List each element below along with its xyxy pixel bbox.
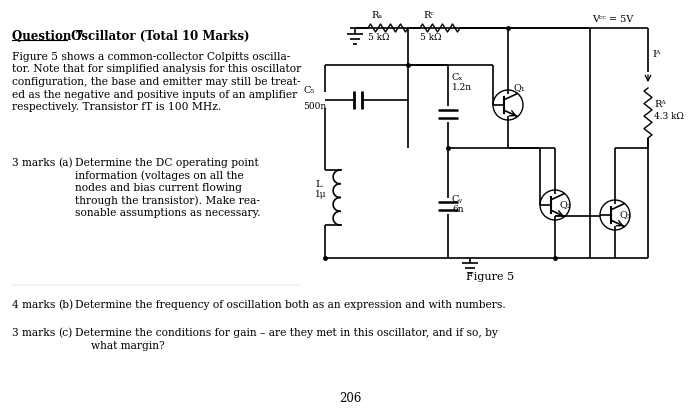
Text: (a): (a) — [58, 158, 73, 169]
Text: (c): (c) — [58, 328, 72, 338]
Text: 5 kΩ: 5 kΩ — [368, 33, 389, 42]
Text: 3 marks: 3 marks — [12, 158, 55, 168]
Text: Vᶜᶜ = 5V: Vᶜᶜ = 5V — [592, 15, 634, 24]
Text: Determine the DC operating point: Determine the DC operating point — [75, 158, 259, 168]
Text: what margin?: what margin? — [91, 340, 164, 351]
Text: Q₃: Q₃ — [620, 210, 631, 219]
Text: L: L — [315, 180, 321, 189]
Text: Iᴬ: Iᴬ — [652, 50, 660, 59]
Text: nodes and bias current flowing: nodes and bias current flowing — [75, 183, 242, 193]
Text: 500n: 500n — [303, 102, 326, 111]
Text: Cₓ: Cₓ — [452, 73, 463, 82]
Text: respectively. Transistor fT is 100 MHz.: respectively. Transistor fT is 100 MHz. — [12, 102, 221, 112]
Text: Question 7: Question 7 — [12, 30, 83, 43]
Text: sonable assumptions as necessary.: sonable assumptions as necessary. — [75, 208, 260, 218]
Text: Figure 5 shows a common-collector Colpitts oscilla-: Figure 5 shows a common-collector Colpit… — [12, 52, 290, 62]
Text: (b): (b) — [58, 300, 74, 310]
Text: C₅: C₅ — [303, 86, 314, 95]
Text: 1.2n: 1.2n — [452, 83, 472, 92]
Text: 6n: 6n — [452, 205, 463, 214]
Text: Rᶜ: Rᶜ — [423, 11, 434, 20]
Text: tor. Note that for simplified analysis for this oscillator: tor. Note that for simplified analysis f… — [12, 65, 301, 74]
Text: Determine the conditions for gain – are they met in this oscillator, and if so, : Determine the conditions for gain – are … — [75, 328, 498, 338]
Text: Q₂: Q₂ — [560, 200, 572, 209]
Text: 1μ: 1μ — [315, 190, 327, 199]
Text: information (voltages on all the: information (voltages on all the — [75, 171, 244, 181]
Text: 3 marks: 3 marks — [12, 328, 55, 338]
Text: Rᴬ: Rᴬ — [654, 100, 666, 109]
Text: Rₐ: Rₐ — [371, 11, 382, 20]
Text: ed as the negative and positive inputs of an amplifier: ed as the negative and positive inputs o… — [12, 90, 297, 99]
Text: through the transistor). Make rea-: through the transistor). Make rea- — [75, 196, 260, 206]
Text: Oscillator (Total 10 Marks): Oscillator (Total 10 Marks) — [67, 30, 249, 43]
Text: 4 marks: 4 marks — [12, 300, 55, 310]
Text: 206: 206 — [339, 392, 361, 405]
Text: 4.3 kΩ: 4.3 kΩ — [654, 112, 684, 121]
Text: Figure 5: Figure 5 — [466, 272, 514, 282]
Text: Determine the frequency of oscillation both as an expression and with numbers.: Determine the frequency of oscillation b… — [75, 300, 505, 310]
Text: configuration, the base and emitter may still be treat-: configuration, the base and emitter may … — [12, 77, 300, 87]
Text: 5 kΩ: 5 kΩ — [420, 33, 442, 42]
Text: Q₁: Q₁ — [513, 83, 525, 92]
Text: Cᵧ: Cᵧ — [452, 195, 463, 204]
